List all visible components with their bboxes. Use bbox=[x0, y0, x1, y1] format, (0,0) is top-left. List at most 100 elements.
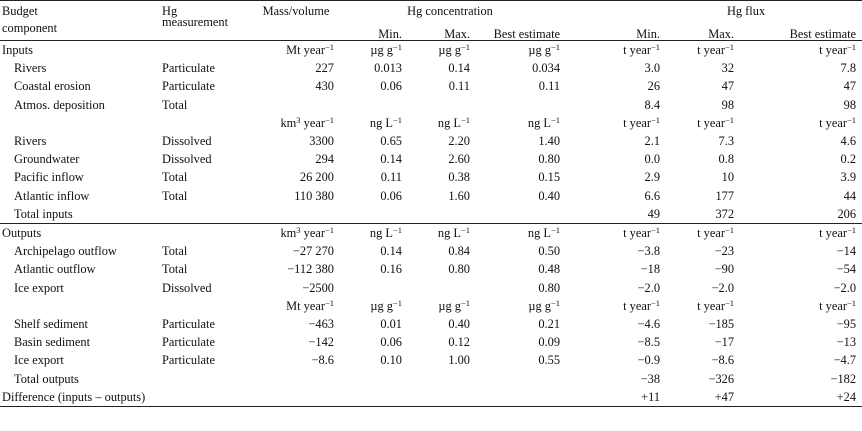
conc-unit-text: ng L bbox=[369, 226, 393, 241]
conc-value: 0.80 bbox=[538, 152, 561, 167]
conc-unit: µg g−1 bbox=[408, 297, 476, 315]
mass-value: 3300 bbox=[309, 134, 334, 149]
row-label: Ice export bbox=[14, 280, 64, 295]
conc-unit-exp: −1 bbox=[460, 114, 470, 125]
mass-unit-text: Mt year bbox=[286, 43, 325, 57]
table-row: Archipelago outflow Total −27 270 0.14 0.84 0… bbox=[0, 242, 862, 260]
mass-unit: Mt year−1 bbox=[258, 297, 340, 315]
conc-value: 0.06 bbox=[380, 188, 402, 203]
header-hg-concentration: Hg concentration bbox=[407, 4, 493, 18]
row-label: Basin sediment bbox=[14, 335, 91, 350]
measurement-cell: Dissolved bbox=[162, 134, 212, 149]
conc-unit-exp: −1 bbox=[392, 225, 402, 236]
conc-value: 0.15 bbox=[538, 170, 561, 185]
conc-value: 0.11 bbox=[538, 79, 561, 94]
mass-value bbox=[258, 96, 340, 114]
flux-value: 26 bbox=[647, 79, 661, 94]
flux-value: 6.6 bbox=[644, 188, 661, 203]
flux-unit-text: t year bbox=[819, 115, 847, 130]
conc-unit-exp: −1 bbox=[392, 114, 402, 125]
row-label: Ice export bbox=[14, 353, 64, 368]
header-conc-best: Best estimate bbox=[493, 26, 561, 41]
measurement-cell: Total bbox=[162, 170, 188, 185]
flux-unit-exp: −1 bbox=[847, 114, 857, 125]
table-row: Groundwater Dissolved 294 0.14 2.60 0.80 0.0 0.… bbox=[0, 150, 862, 168]
flux-value: 98 bbox=[721, 97, 735, 112]
flux-value: 8.4 bbox=[644, 97, 661, 112]
mass-value: 294 bbox=[315, 152, 334, 167]
row-label: Rivers bbox=[14, 61, 47, 76]
conc-value: 0.55 bbox=[538, 353, 561, 368]
flux-unit: t year−1 bbox=[566, 41, 666, 60]
flux-unit-exp: −1 bbox=[650, 225, 661, 236]
header-conc-max: Max. bbox=[444, 26, 470, 41]
mass-unit: km3 year−1 bbox=[258, 223, 340, 243]
flux-unit-text: t year bbox=[697, 43, 725, 57]
conc-value: 0.38 bbox=[448, 170, 470, 185]
flux-unit: t year−1 bbox=[566, 223, 667, 243]
mass-unit-text2: year bbox=[300, 115, 325, 130]
flux-value: −182 bbox=[830, 371, 857, 386]
conc-unit-exp: −1 bbox=[392, 297, 402, 308]
table-row: Basin sediment Particulate −142 0.06 0.12 0.0… bbox=[0, 333, 862, 351]
conc-value: 0.48 bbox=[538, 262, 561, 277]
conc-value: 1.00 bbox=[448, 353, 470, 368]
conc-value: 0.84 bbox=[448, 244, 470, 259]
conc-value bbox=[476, 205, 566, 224]
conc-value: 0.14 bbox=[380, 244, 402, 259]
conc-value: 0.16 bbox=[380, 262, 402, 277]
conc-value bbox=[408, 370, 476, 388]
flux-value: −13 bbox=[836, 335, 857, 350]
mass-unit-exp: −1 bbox=[324, 297, 334, 308]
conc-unit: µg g−1 bbox=[340, 41, 408, 60]
table-row: Total inputs 49 372 206 bbox=[0, 205, 862, 224]
flux-value: +47 bbox=[714, 389, 735, 404]
conc-value bbox=[340, 96, 408, 114]
mass-value: −463 bbox=[308, 317, 334, 332]
row-label: Pacific inflow bbox=[14, 170, 84, 185]
flux-unit-exp: −1 bbox=[650, 42, 661, 52]
conc-value: 1.60 bbox=[448, 188, 470, 203]
conc-unit-text: µg g bbox=[528, 43, 551, 57]
flux-value: 0.2 bbox=[840, 152, 857, 167]
mass-unit-exp: −1 bbox=[324, 225, 334, 236]
row-label: Atlantic inflow bbox=[14, 188, 90, 203]
mass-value: −27 270 bbox=[292, 244, 334, 259]
conc-unit-text: µg g bbox=[370, 298, 393, 313]
conc-unit-text: µg g bbox=[370, 43, 393, 57]
flux-unit-text: t year bbox=[697, 115, 725, 130]
mass-value: 110 380 bbox=[294, 188, 334, 203]
conc-value: 0.14 bbox=[448, 61, 470, 76]
flux-unit-text: t year bbox=[819, 298, 847, 313]
flux-unit-exp: −1 bbox=[847, 297, 857, 308]
measurement-cell: Particulate bbox=[162, 79, 215, 94]
flux-unit-text: t year bbox=[623, 115, 651, 130]
flux-value: 0.8 bbox=[718, 152, 735, 167]
mass-value: 227 bbox=[315, 61, 334, 76]
row-label bbox=[0, 114, 160, 132]
measurement-cell: Particulate bbox=[162, 61, 215, 76]
table-row: Difference (inputs – outputs) +11 +47 +24 bbox=[0, 388, 862, 407]
table-row: km3 year−1 ng L−1 ng L−1 ng L−1 t year−1 t ye… bbox=[0, 114, 862, 132]
mass-value: −2500 bbox=[302, 280, 334, 295]
conc-unit-exp: −1 bbox=[550, 42, 561, 52]
conc-unit-exp: −1 bbox=[460, 297, 470, 308]
flux-value: 3.0 bbox=[644, 61, 661, 76]
flux-unit-exp: −1 bbox=[847, 225, 857, 236]
flux-value: −54 bbox=[836, 262, 857, 277]
table-row: Inputs Mt year−1 µg g−1 µg g−1 µg g−1 t year−… bbox=[0, 41, 862, 60]
flux-value: −8.6 bbox=[711, 353, 735, 368]
conc-value bbox=[340, 205, 408, 224]
table-row: Shelf sediment Particulate −463 0.01 0.40 0.2… bbox=[0, 315, 862, 333]
conc-value: 0.11 bbox=[448, 79, 470, 94]
flux-value: +24 bbox=[836, 389, 857, 404]
conc-unit-text: µg g bbox=[438, 43, 461, 57]
header-flux-best: Best estimate bbox=[789, 26, 857, 41]
mass-value: −112 380 bbox=[287, 262, 334, 277]
flux-value: −4.6 bbox=[637, 317, 661, 332]
measurement-cell bbox=[160, 41, 258, 60]
conc-value: 0.01 bbox=[380, 317, 402, 332]
flux-unit-exp: −1 bbox=[724, 225, 735, 236]
conc-value bbox=[340, 279, 408, 297]
